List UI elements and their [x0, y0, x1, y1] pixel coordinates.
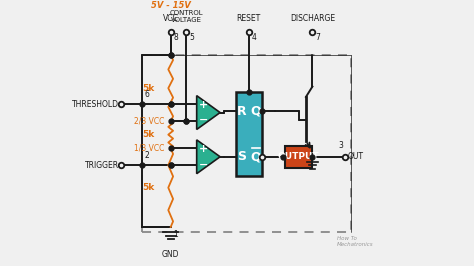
Text: 4: 4	[251, 33, 256, 42]
Text: 5k: 5k	[142, 84, 155, 93]
Text: −: −	[199, 160, 208, 169]
FancyBboxPatch shape	[236, 92, 262, 176]
Text: S: S	[237, 150, 246, 163]
Text: OUT: OUT	[347, 152, 364, 161]
Text: RESET: RESET	[237, 14, 261, 23]
Text: +: +	[199, 144, 208, 154]
Text: 5: 5	[189, 33, 194, 42]
Text: 5k: 5k	[142, 183, 155, 192]
Text: −: −	[199, 115, 208, 125]
Text: THRESHOLD: THRESHOLD	[72, 99, 119, 109]
Text: 7: 7	[315, 33, 320, 42]
Polygon shape	[197, 140, 220, 174]
Text: DISCHARGE: DISCHARGE	[290, 14, 335, 23]
Text: 1/3 VCC: 1/3 VCC	[134, 144, 164, 153]
Text: 1: 1	[173, 230, 178, 239]
Text: VCC: VCC	[163, 14, 179, 23]
Text: 2: 2	[144, 151, 149, 160]
Text: 3: 3	[339, 141, 344, 150]
Polygon shape	[197, 96, 220, 130]
FancyBboxPatch shape	[285, 146, 312, 168]
Text: How To
Mechatronics: How To Mechatronics	[337, 236, 374, 247]
Text: 5k: 5k	[142, 130, 155, 139]
Text: GND: GND	[162, 250, 180, 259]
Text: 2/3 VCC: 2/3 VCC	[134, 117, 164, 126]
Text: Q: Q	[251, 105, 261, 118]
Text: 6: 6	[144, 90, 149, 99]
Text: CONTROL
VOLTAGE: CONTROL VOLTAGE	[170, 10, 203, 23]
Text: Q: Q	[251, 150, 261, 163]
Text: TRIGGER: TRIGGER	[85, 161, 119, 170]
Text: 5V - 15V: 5V - 15V	[151, 1, 191, 10]
Text: R: R	[237, 105, 246, 118]
Text: 8: 8	[173, 33, 178, 42]
Text: OUTPUT: OUTPUT	[278, 152, 319, 161]
Text: +: +	[199, 100, 208, 110]
